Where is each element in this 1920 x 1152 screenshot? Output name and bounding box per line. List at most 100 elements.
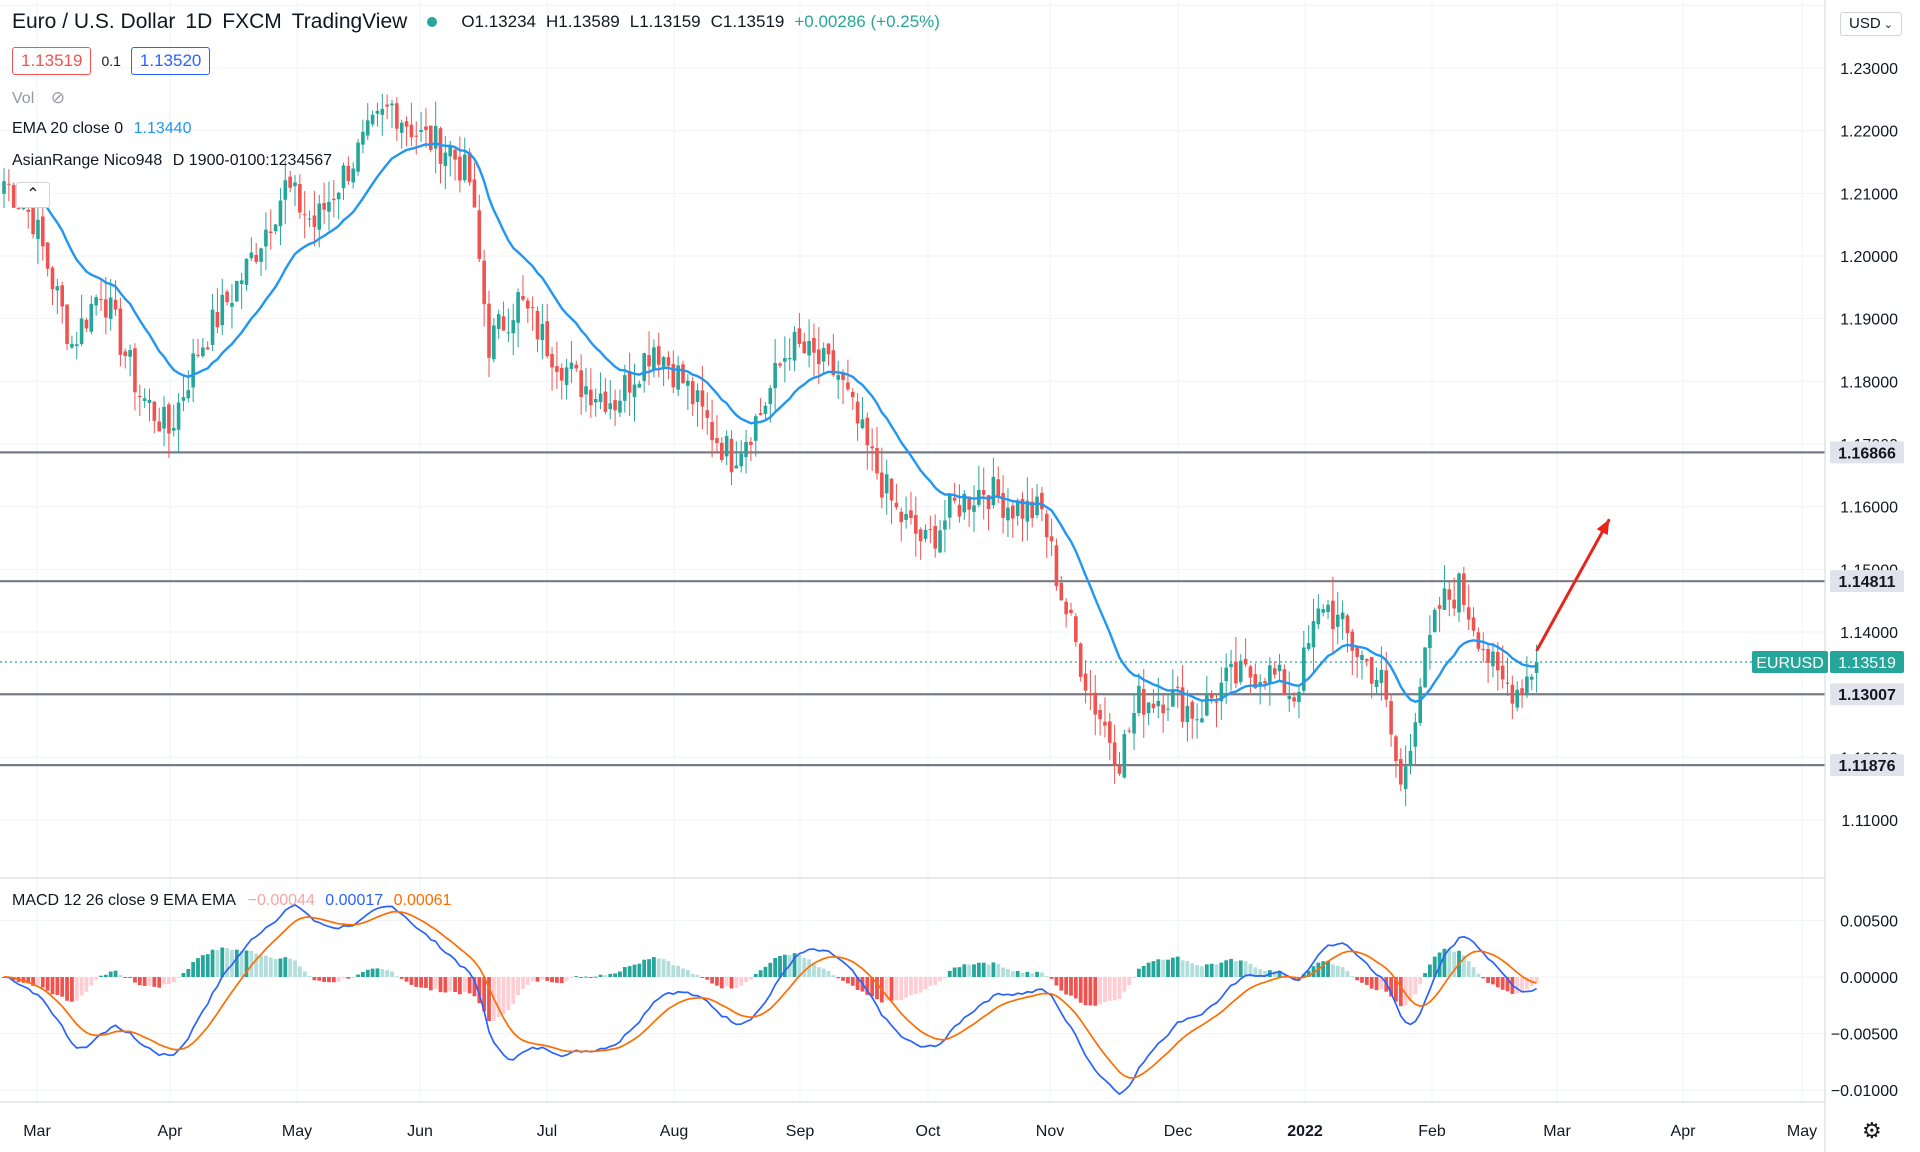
candle-body	[104, 299, 108, 318]
candle-body	[1369, 656, 1374, 684]
macd-hist-bar	[870, 977, 875, 997]
candle-body	[1040, 492, 1044, 510]
ohlc-open: O1.13234	[461, 12, 536, 31]
interval[interactable]: 1D	[185, 10, 213, 33]
macd-hist-bar	[836, 977, 841, 979]
volume-legend[interactable]: Vol ⊘	[12, 88, 65, 108]
macd-hist-bar	[1461, 955, 1466, 977]
macd-hist-bar	[147, 977, 152, 986]
macd-hist-bar	[647, 959, 651, 977]
macd-hist-bar	[414, 977, 419, 987]
time-tick-label: May	[282, 1123, 312, 1140]
candle-body	[826, 343, 831, 355]
macd-hist-bar	[816, 967, 821, 977]
macd-hist-bar	[370, 968, 375, 977]
sell-button[interactable]: 1.13519	[12, 47, 92, 75]
candle-body	[632, 384, 637, 398]
candle-body	[1098, 710, 1102, 720]
collapse-legend-button[interactable]: ⌃	[16, 182, 50, 208]
candle-body	[108, 297, 113, 319]
macd-hist-bar	[1374, 977, 1379, 991]
candle-body	[768, 388, 773, 405]
candle-body	[579, 370, 583, 398]
candle-body	[1374, 679, 1379, 688]
candle-body	[598, 393, 603, 402]
macd-hist-bar	[1340, 967, 1345, 977]
candle-body	[448, 146, 452, 157]
macd-hist-bar	[802, 957, 807, 977]
candle-body	[395, 103, 399, 129]
macd-hist-bar	[162, 977, 166, 985]
macd-hist-bar	[264, 955, 268, 977]
candle-body	[1200, 718, 1204, 723]
market-status-icon	[427, 17, 438, 27]
macd-hist-bar	[831, 975, 836, 977]
candle-body	[855, 401, 860, 424]
candle-body	[1108, 721, 1112, 743]
symbol-title[interactable]: Euro / U.S. Dollar	[12, 10, 176, 33]
candle-body	[1011, 505, 1015, 519]
macd-hist-bar	[244, 950, 249, 977]
candle-body	[1505, 682, 1510, 684]
candle-body	[1316, 608, 1321, 625]
candle-body	[923, 529, 928, 539]
macd-hist-bar	[1432, 956, 1437, 977]
macd-hist-bar	[652, 957, 656, 977]
candle-body	[1141, 688, 1146, 715]
macd-hist-bar	[613, 973, 617, 977]
candle-body	[720, 442, 724, 460]
macd-hist-bar	[1350, 976, 1355, 978]
candle-body	[618, 400, 622, 413]
asian-range-params: D 1900-0100:1234567	[172, 152, 333, 169]
buy-button[interactable]: 1.13520	[130, 47, 211, 75]
macd-hist-bar	[1520, 977, 1524, 993]
candle-body	[1471, 617, 1476, 631]
candle-body	[273, 224, 278, 232]
macd-hist-bar	[1219, 962, 1224, 977]
candle-body	[1384, 670, 1389, 700]
currency-select[interactable]: USD ⌄	[1840, 12, 1902, 36]
macd-hist-bar	[715, 977, 719, 986]
candle-body	[1103, 721, 1107, 726]
candle-body	[943, 520, 947, 530]
macd-signal-line	[3, 910, 1537, 1079]
candle-body	[322, 203, 326, 210]
macd-hist-bar	[94, 977, 99, 980]
ema-legend[interactable]: EMA 20 close 0 1.13440	[12, 120, 191, 138]
candle-body	[210, 309, 215, 346]
macd-hist-bar	[967, 964, 972, 977]
macd-hist-bar	[928, 977, 933, 986]
macd-axis[interactable]: 0.00500 0.00000 −0.00500 −0.01000	[1831, 914, 1898, 1101]
gear-icon[interactable]: ⚙	[1862, 1118, 1882, 1143]
macd-hist-bar	[1035, 971, 1039, 977]
macd-hist-bar	[1083, 977, 1088, 1006]
macd-hist-bar	[409, 977, 414, 985]
ema-label: EMA 20 close 0	[12, 120, 124, 137]
time-tick-label: 2022	[1287, 1123, 1323, 1140]
candle-body	[196, 354, 200, 356]
candle-body	[1015, 501, 1020, 516]
arrow-head	[1596, 519, 1610, 536]
candle-body	[540, 323, 545, 341]
macd-hist-bar	[1112, 977, 1117, 1001]
candle-body	[724, 435, 729, 457]
time-tick-label: Apr	[158, 1123, 184, 1140]
candle-body	[1335, 614, 1340, 627]
time-axis[interactable]: Mar Apr May Jun Jul Aug Sep Oct Nov Dec 2022 Feb Mar…	[23, 1123, 1817, 1140]
asian-range-legend[interactable]: AsianRange Nico948 D 1900-0100:1234567	[12, 152, 332, 170]
macd-hist-bar	[103, 974, 108, 977]
macd-hist-bar	[462, 977, 467, 993]
macd-legend[interactable]: MACD 12 26 close 9 EMA EMA −0.00044 0.00…	[12, 892, 451, 910]
candle-body	[288, 176, 292, 188]
candle-body	[1156, 700, 1161, 707]
macd-hist-bar	[1137, 968, 1141, 977]
candle-body	[1481, 648, 1486, 651]
macd-hist-bar	[1345, 971, 1350, 977]
macd-hist-bar	[1204, 964, 1209, 977]
price-tick-label: 1.21000	[1840, 186, 1898, 203]
candle-body	[1112, 742, 1117, 765]
eye-hidden-icon[interactable]: ⊘	[50, 88, 65, 107]
candle-body	[603, 391, 608, 412]
macd-hist-bar	[1180, 960, 1185, 977]
